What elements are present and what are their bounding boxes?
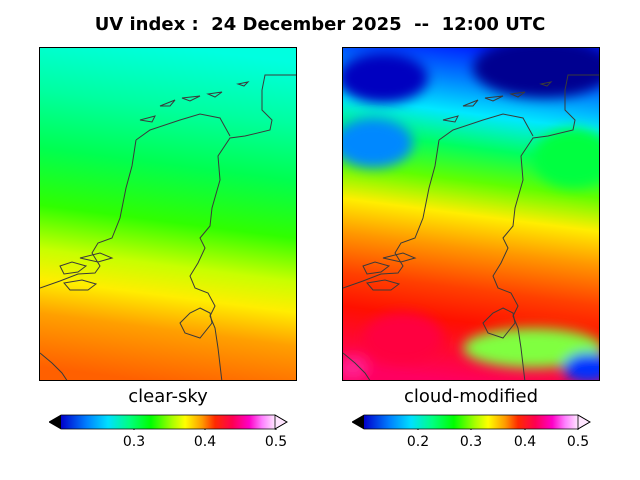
tick-label: 0.4 (513, 434, 537, 450)
tick-label: 0.3 (459, 434, 483, 450)
clear-sky-coastline (40, 74, 296, 380)
map-panel-cloud-modified (342, 47, 600, 381)
tick-label: 0.5 (566, 434, 590, 450)
tick-label: 0.5 (264, 434, 288, 450)
cloud-modified-map (343, 48, 599, 380)
colorbar-cloud-modified (352, 414, 591, 430)
clear-sky-map (40, 48, 296, 380)
map-panel-clear-sky (39, 47, 297, 381)
cloud-modified-coastline (343, 74, 599, 380)
clear-sky-field (40, 48, 296, 380)
cloud-patches (343, 48, 599, 380)
tick-label: 0.2 (406, 434, 430, 450)
colorbar-clear-sky (49, 414, 288, 430)
tick-label: 0.3 (122, 434, 146, 450)
caption-clear-sky: clear-sky (128, 386, 208, 407)
caption-cloud-modified: cloud-modified (403, 386, 539, 407)
figure-title: UV index : 24 December 2025 -- 12:00 UTC (94, 14, 546, 35)
tick-label: 0.4 (193, 434, 217, 450)
